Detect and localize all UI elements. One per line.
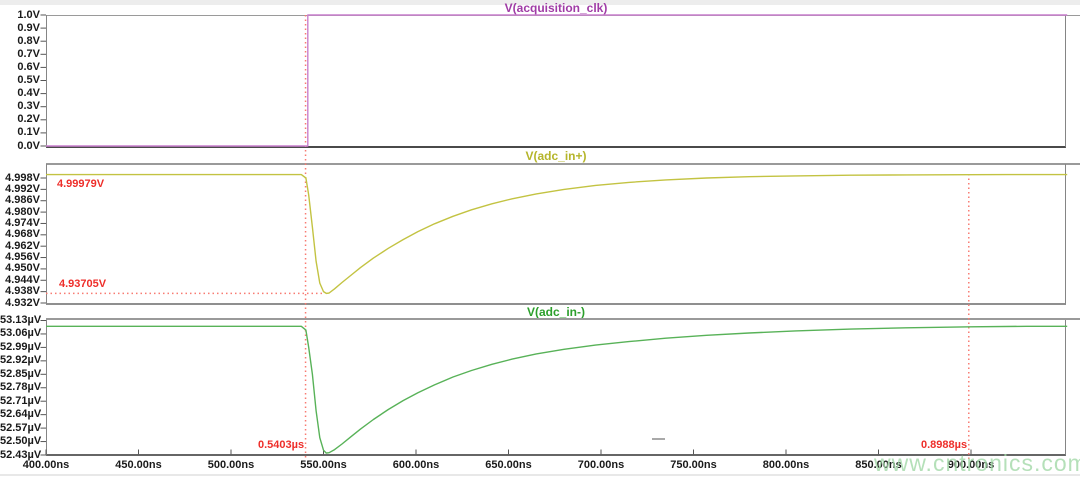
pane-separator-2: [46, 162, 1080, 165]
x-tick-label: 600.00ns: [392, 459, 440, 471]
cursor-value-high: 4.99979V: [57, 178, 105, 190]
watermark: www.cntronics.com: [874, 450, 1080, 476]
y-tick-label: 4.974V: [5, 216, 40, 229]
x-tick-label: 400.00ns: [22, 459, 70, 471]
pane-separator-3: [46, 318, 1080, 320]
cursor-time-1: 0.5403µs: [258, 439, 305, 451]
pane-adc-in-minus: [46, 320, 1066, 456]
y-tick-label: 4.992V: [5, 182, 40, 195]
y-tick-label: 4.944V: [5, 273, 40, 286]
y-tick-label: 4.980V: [5, 205, 40, 218]
y-tick-label: 0.2V: [17, 113, 40, 126]
y-tick-label: 0.8V: [17, 34, 40, 47]
pane-title-adc-in-plus: V(adc_in+): [525, 149, 587, 163]
x-tick-label: 900.00ns: [947, 459, 995, 471]
y-tick-label: 52.99µV: [0, 340, 42, 353]
cursor-value-low: 4.93705V: [59, 278, 107, 290]
y-tick-label: 0.1V: [17, 126, 40, 139]
y-tick-label: 0.5V: [17, 74, 40, 86]
y-tick-label: 4.962V: [5, 239, 40, 252]
y-tick-label: 0.9V: [17, 21, 40, 34]
cursor-time-2: 0.8988µs: [921, 439, 968, 451]
y-tick-label: 0.4V: [17, 87, 40, 100]
pane-title-acquisition-clk: V(acquisition_clk): [504, 1, 608, 15]
y-tick-label: 0.6V: [17, 60, 40, 73]
y-tick-label: 52.43µV: [0, 448, 42, 461]
x-tick-label: 750.00ns: [670, 459, 717, 471]
y-tick-label: 0.3V: [17, 100, 40, 113]
x-tick-label: 500.00ns: [207, 459, 255, 471]
y-tick-label: 1.0V: [17, 8, 40, 21]
y-tick-label: 52.57µV: [0, 421, 42, 434]
y-tick-label: 53.06µV: [0, 327, 42, 340]
y-tick-label: 52.85µV: [0, 367, 42, 380]
y-tick-label: 52.50µV: [0, 435, 42, 448]
y-tick-label: 52.64µV: [0, 408, 42, 421]
x-tick-label: 550.00ns: [300, 459, 347, 471]
bottom-edge-band: [0, 474, 1080, 476]
y-tick-label: 52.92µV: [0, 354, 42, 367]
y-tick-label: 4.932V: [5, 296, 40, 309]
pane-adc-in-plus: [46, 164, 1066, 305]
y-tick-label: 4.938V: [5, 285, 40, 298]
y-tick-label: 4.950V: [5, 262, 40, 275]
y-tick-label: 53.13µV: [0, 314, 42, 326]
top-edge-band: [0, 0, 1080, 5]
x-tick-label: 650.00ns: [485, 459, 532, 471]
artifact-dash: [652, 438, 665, 440]
y-tick-label: 52.78µV: [0, 381, 42, 394]
y-tick-label: 4.986V: [5, 194, 40, 207]
x-tick-label: 850.00ns: [855, 459, 902, 471]
y-tick-label: 0.7V: [17, 47, 40, 60]
y-tick-label: 4.998V: [5, 171, 40, 184]
y-tick-label: 4.956V: [5, 251, 40, 264]
y-tick-label: 4.968V: [5, 228, 40, 241]
x-tick-label: 800.00ns: [762, 459, 810, 471]
pane-title-adc-in-minus: V(adc_in-): [526, 305, 585, 319]
pane-acquisition-clk: [46, 15, 1066, 148]
y-tick-label: 52.71µV: [0, 394, 42, 407]
x-tick-label: 450.00ns: [115, 459, 162, 471]
y-tick-label: 0.0V: [17, 139, 40, 152]
x-tick-label: 700.00ns: [577, 459, 625, 471]
